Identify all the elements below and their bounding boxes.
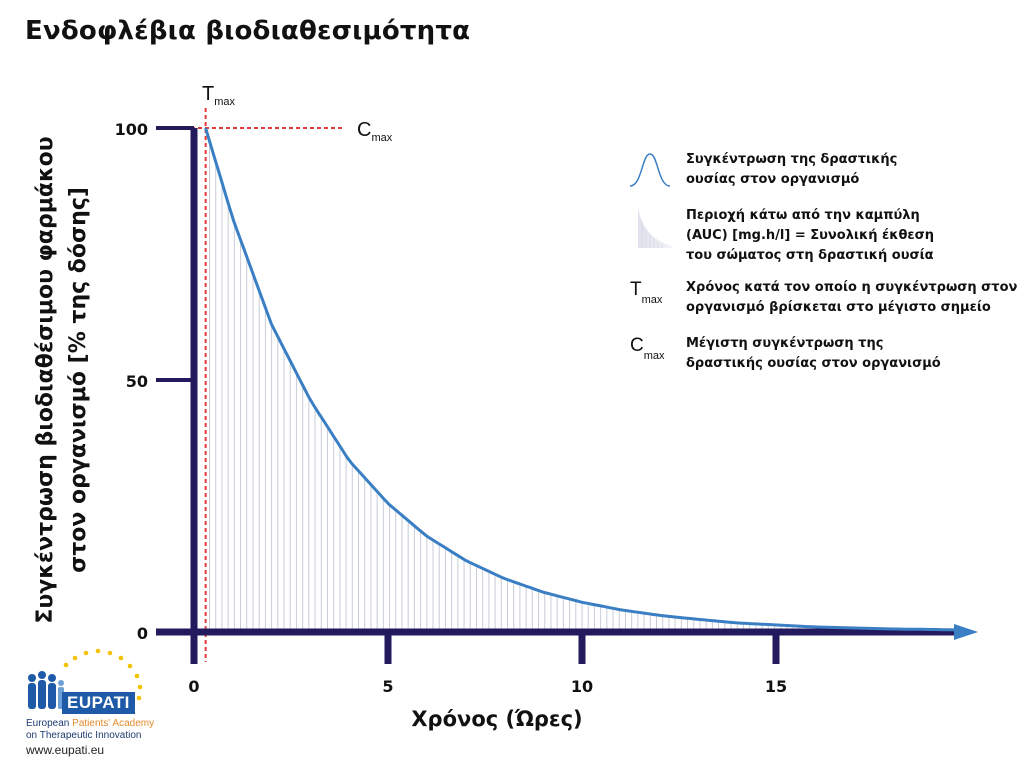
x-axis-label: Χρόνος (Ώρες) — [411, 707, 582, 731]
y-tick-label: 100 — [115, 120, 148, 139]
tmax-annotation: Tmax — [202, 83, 235, 108]
legend-text-line: Μέγιστη συγκέντρωση της — [686, 336, 884, 351]
auc-area-icon — [628, 206, 686, 250]
tmax-symbol: Tmax — [630, 279, 663, 307]
axis-labels: Συγκέντρωση βιοδιαθέσιμου φαρμάκου στον … — [33, 136, 583, 731]
logo-tagline-1: European Patients' Academy — [26, 718, 155, 729]
y-axis-label-2: στον οργανισμό [% της δόσης] — [66, 187, 91, 573]
x-tick-label: 0 — [188, 677, 199, 696]
cmax-symbol: Cmax — [630, 335, 665, 363]
legend-item-cmax: Cmax Μέγιστη συγκέντρωση της δραστικής ο… — [628, 334, 1018, 378]
peak-curve-icon — [628, 150, 686, 194]
x-tick-label: 5 — [382, 677, 393, 696]
axes — [156, 126, 978, 664]
logo-url: www.eupati.eu — [26, 743, 105, 757]
y-tick-label: 50 — [126, 372, 148, 391]
y-tick-label: 0 — [137, 624, 148, 643]
logo-brand: EUPATI — [62, 692, 135, 714]
legend-text-line: (AUC) [mg.h/l] = Συνολική έκθεση — [686, 228, 935, 243]
legend-text-line: δραστικής ουσίας στον οργανισμό — [686, 356, 941, 371]
curve — [204, 127, 959, 632]
legend-text-line: οργανισμό βρίσκεται στο μέγιστο σημείο — [686, 300, 991, 315]
legend-item-tmax: Tmax Χρόνος κατά τον οποίο η συγκέντρωση… — [628, 278, 1018, 322]
legend-text-line: Συγκέντρωση της δραστικής — [686, 152, 898, 167]
guide-lines — [156, 108, 345, 662]
legend: Συγκέντρωση της δραστικής ουσίας στον ορ… — [628, 150, 1018, 390]
legend-item-curve: Συγκέντρωση της δραστικής ουσίας στον ορ… — [628, 150, 1018, 194]
x-tick-label: 10 — [571, 677, 593, 696]
tick-labels: 0 50 100 0 5 10 15 — [115, 120, 788, 696]
x-tick-label: 15 — [765, 677, 787, 696]
logo-emblem-icon — [28, 648, 143, 709]
page-title: Ενδοφλέβια βιοδιαθεσιμότητα — [25, 16, 471, 46]
legend-text-line: Περιοχή κάτω από την καμπύλη — [686, 208, 920, 223]
legend-text-line: του σώματος στη δραστική ουσία — [686, 248, 934, 263]
legend-text-line: Χρόνος κατά τον οποίο η συγκέντρωση στον — [686, 280, 1018, 295]
legend-item-auc: Περιοχή κάτω από την καμπύλη (AUC) [mg.h… — [628, 206, 1018, 266]
annotations: Tmax Cmax — [202, 83, 393, 144]
legend-text-line: ουσίας στον οργανισμό — [686, 172, 860, 187]
auc-fill — [209, 140, 955, 632]
logo-tagline-2: on Therapeutic Innovation — [26, 730, 142, 741]
x-axis-arrow-icon — [954, 624, 978, 640]
cmax-annotation: Cmax — [357, 119, 393, 144]
y-axis-label-1: Συγκέντρωση βιοδιαθέσιμου φαρμάκου — [33, 136, 58, 623]
eupati-logo: EUPATI European Patients' Academy on The… — [20, 648, 170, 763]
